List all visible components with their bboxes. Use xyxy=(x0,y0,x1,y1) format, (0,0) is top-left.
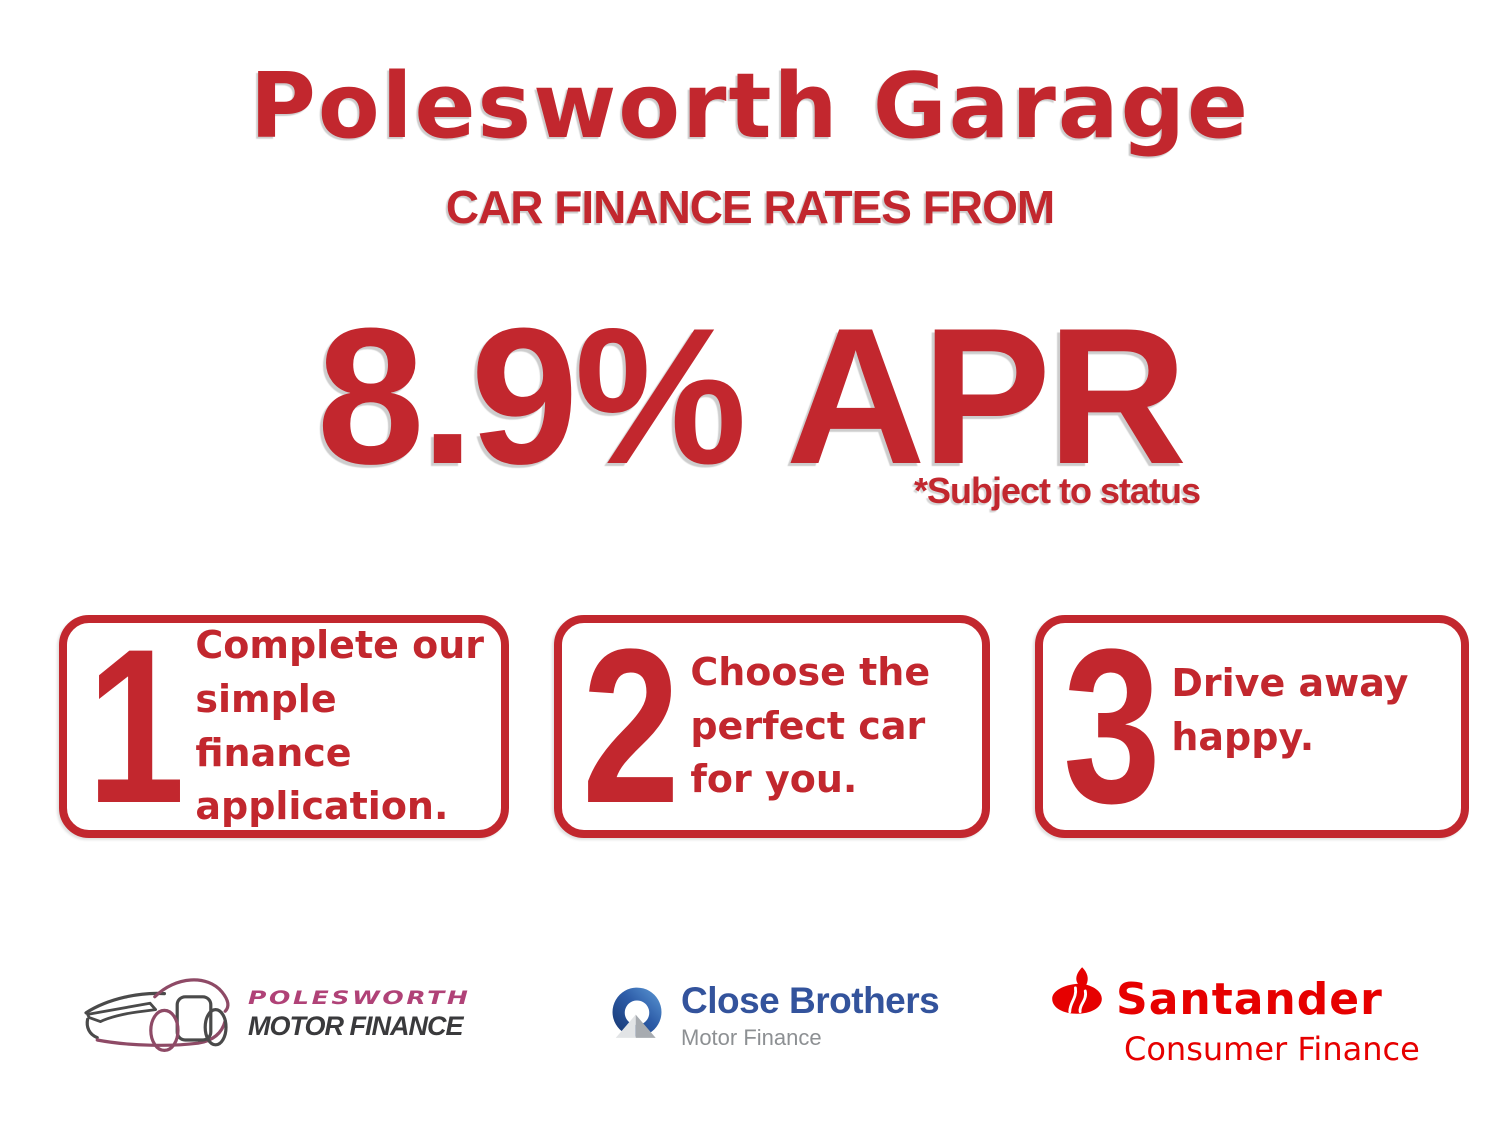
polesworth-logo-text: POLESWORTH MOTOR FINANCE xyxy=(248,987,468,1042)
poster-subtitle: CAR FINANCE RATES FROM xyxy=(445,181,1055,233)
steps-row: 1 Complete our simple finance applicatio… xyxy=(59,615,1469,838)
step-text-3: Drive away happy. xyxy=(1171,661,1409,759)
step-number-2: 2 xyxy=(582,603,680,850)
santander-logo: Santander Consumer Finance xyxy=(1046,962,1420,1068)
step-card-3: 3 Drive away happy. xyxy=(1035,615,1469,838)
step-number-1: 1 xyxy=(87,603,185,850)
close-brothers-logo-text: Close Brothers Motor Finance xyxy=(681,980,940,1051)
apr-rate: 8.9% APR xyxy=(316,288,1187,505)
close-brothers-logo: Close Brothers Motor Finance xyxy=(608,980,940,1051)
close-brothers-ring-icon xyxy=(608,985,666,1048)
step-card-1: 1 Complete our simple finance applicatio… xyxy=(59,615,509,838)
polesworth-logo-subname: MOTOR FINANCE xyxy=(248,1011,463,1041)
santander-logo-text: Santander Consumer Finance xyxy=(1116,974,1420,1069)
santander-flame-icon xyxy=(1046,966,1108,1021)
apr-disclaimer: *Subject to status xyxy=(913,470,1201,511)
step-text-2: Choose the perfect car for you. xyxy=(690,649,931,802)
close-brothers-logo-subname: Motor Finance xyxy=(681,1024,822,1050)
car-sketch-icon xyxy=(78,960,238,1069)
polesworth-motor-finance-logo: POLESWORTH MOTOR FINANCE xyxy=(78,960,468,1069)
step-number-3: 3 xyxy=(1063,603,1161,850)
close-brothers-logo-name: Close Brothers xyxy=(681,980,940,1021)
offer-block: 8.9% APR xyxy=(0,300,1500,494)
step-text-1: Complete our simple finance application. xyxy=(195,622,485,829)
santander-logo-name: Santander xyxy=(1116,974,1383,1025)
step-card-2: 2 Choose the perfect car for you. xyxy=(554,615,990,838)
page-title: Polesworth Garage xyxy=(249,54,1251,159)
polesworth-logo-name: POLESWORTH xyxy=(248,987,471,1009)
santander-logo-subname: Consumer Finance xyxy=(1124,1030,1420,1068)
